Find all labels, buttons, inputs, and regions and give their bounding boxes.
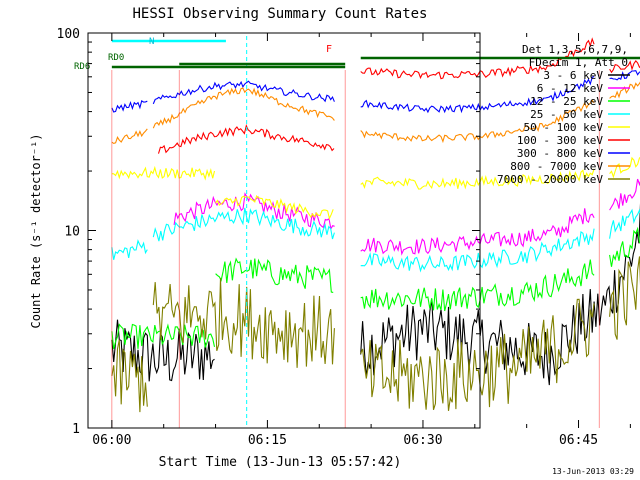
annotation-night: N [149, 37, 154, 47]
series-800-7000-kev [111, 81, 640, 145]
y-tick-label: 10 [64, 225, 80, 240]
series-50-100-kev [111, 156, 640, 221]
annotation-layer: RD0 RD6 N F [74, 37, 332, 72]
series-line [152, 278, 335, 368]
legend-label: 100 - 300 keV [517, 134, 603, 147]
series-line [215, 257, 334, 293]
y-tick-label: 1 [72, 422, 80, 437]
series-300-800-kev [111, 70, 640, 114]
legend: Det 1,3,5,6,7,9, FDecim 1, Att 0 3 - 6 k… [497, 43, 630, 186]
series-line [360, 259, 595, 312]
series-line [111, 319, 215, 382]
timestamp: 13-Jun-2013 03:29 [552, 467, 634, 476]
series-line [360, 298, 595, 411]
status-layer [111, 36, 640, 428]
annotation-rd0: RD0 [108, 53, 124, 63]
annotation-rd6: RD6 [74, 62, 90, 72]
legend-label: 6 - 12 keV [537, 82, 604, 95]
x-tick-label: 06:45 [559, 433, 598, 448]
series-line [360, 37, 595, 80]
series-line [111, 239, 148, 260]
legend-header-line-2: FDecim 1, Att 0 [529, 56, 628, 69]
series-line [111, 323, 216, 350]
legend-label: 3 - 6 keV [543, 69, 603, 82]
series-100-300-kev [157, 37, 640, 154]
legend-label: 7000 - 20000 keV [497, 173, 603, 186]
series-line [609, 178, 640, 211]
legend-label: 12 - 25 keV [530, 95, 603, 108]
series-7000-20000-kev [111, 256, 640, 413]
series-line [215, 194, 334, 221]
x-tick-label: 06:15 [248, 433, 287, 448]
series-line [360, 99, 595, 144]
series-12-25-kev [111, 226, 640, 350]
series-line [360, 76, 595, 114]
series-3-6-kev [111, 203, 640, 386]
series-layer [111, 37, 640, 413]
x-tick-label: 06:00 [92, 433, 131, 448]
legend-label: 300 - 800 keV [517, 147, 603, 160]
x-axis-label: Start Time (13-Jun-13 05:57:42) [159, 455, 402, 470]
series-line [111, 128, 148, 145]
y-axis-label: Count Rate (s⁻¹ detector⁻¹) [29, 133, 43, 328]
legend-header-line-1: Det 1,3,5,6,7,9, [522, 43, 628, 56]
series-line [152, 87, 335, 129]
legend-label: 25 - 50 keV [530, 108, 603, 121]
series-line [360, 228, 595, 273]
series-line [111, 165, 216, 181]
x-tick-label: 06:30 [403, 433, 442, 448]
series-line [111, 339, 148, 413]
series-line [360, 203, 640, 386]
legend-label: 50 - 100 keV [524, 121, 604, 134]
series-line [360, 168, 595, 190]
series-line [157, 123, 335, 154]
series-line [173, 192, 335, 231]
series-line [152, 80, 335, 105]
series-line [152, 207, 335, 242]
annotation-flare: F [326, 44, 332, 55]
legend-label: 800 - 7000 keV [510, 160, 603, 173]
y-tick-label: 100 [57, 27, 80, 42]
series-line [111, 100, 148, 113]
chart-title: HESSI Observing Summary Count Rates [132, 6, 427, 22]
series-25-50-kev [111, 207, 640, 273]
axis-layer: 06:0006:1506:3006:4507:0007:1507:3011010… [57, 27, 631, 448]
